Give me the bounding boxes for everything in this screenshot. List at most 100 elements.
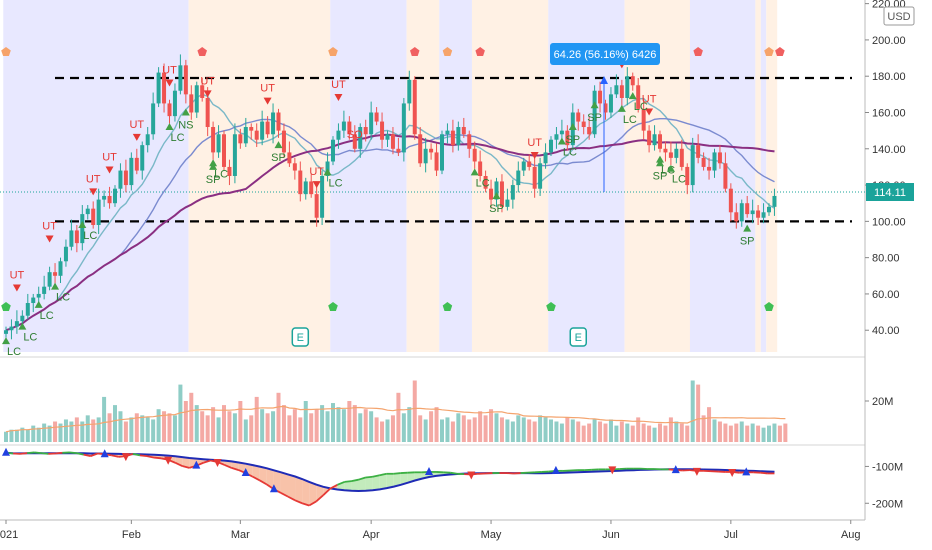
indicator-value-line <box>259 479 268 486</box>
event-lc-label: LC <box>672 174 686 186</box>
event-so-label: SO <box>865 0 881 3</box>
candle-body <box>167 103 172 117</box>
volume-ma-line <box>5 405 786 433</box>
signal-top-icon <box>764 47 774 56</box>
volume-bar <box>592 419 597 442</box>
indicator-up-marker-icon <box>671 465 680 474</box>
signal-top-icon <box>1 47 11 56</box>
event-sp-arrow-icon <box>590 101 599 109</box>
volume-bar <box>777 425 782 442</box>
time-tick-label: Jun <box>602 529 620 541</box>
time-tick-label: Feb <box>122 529 141 541</box>
event-ut-arrow-icon <box>203 90 212 98</box>
ma-mid-line <box>5 117 775 331</box>
candle-body <box>701 157 706 167</box>
event-sp-arrow-icon <box>568 123 577 131</box>
volume-bar <box>489 409 494 442</box>
candle-body <box>145 134 150 146</box>
candle-body <box>134 157 139 171</box>
volume-bar <box>608 419 613 442</box>
signal-top-icon <box>442 47 453 56</box>
candle-body <box>363 127 368 135</box>
event-lc-arrow-icon <box>78 220 87 228</box>
currency-box <box>883 6 915 26</box>
volume-bar <box>549 419 553 442</box>
candle-body <box>287 152 292 164</box>
indicator-value-line <box>301 502 310 507</box>
volume-bar <box>249 415 254 442</box>
candle-body <box>679 148 684 167</box>
volume-bar <box>647 425 652 442</box>
event-ut-arrow-icon <box>263 97 272 105</box>
candle-body <box>58 261 63 276</box>
candle-body <box>396 148 401 153</box>
event-lc-label: LC <box>7 346 21 358</box>
volume-bar <box>472 417 477 442</box>
candle-body <box>750 210 755 215</box>
volume-bar <box>630 425 635 442</box>
event-ut-label: UT <box>200 75 215 87</box>
event-lc-arrow-icon <box>557 137 566 145</box>
volume-bar <box>107 413 112 442</box>
measure-arrow-icon <box>600 76 608 84</box>
volume-bar <box>194 405 199 442</box>
indicator-up-marker-icon <box>425 466 433 475</box>
indicator-value-line <box>294 499 303 505</box>
volume-bar <box>151 419 156 442</box>
indicator-fill <box>196 458 204 466</box>
event-ns-label: NS <box>178 119 193 131</box>
event-ut-label: UT <box>309 166 324 178</box>
candle-body <box>390 134 395 149</box>
volume-bar <box>543 417 548 442</box>
volume-bar <box>532 421 537 442</box>
indicator-fill <box>182 457 190 468</box>
indicator-value-line <box>174 461 183 467</box>
indicator-up-marker-icon <box>192 460 201 469</box>
indicator-up-marker-icon <box>100 449 109 458</box>
candle-body <box>761 212 766 218</box>
indicator-down-marker-icon <box>692 467 701 476</box>
event-sp-label: SP <box>587 112 602 124</box>
volume-bar <box>265 413 270 442</box>
candle-body <box>429 148 434 153</box>
candle-body <box>200 85 205 98</box>
candle-body <box>42 286 47 294</box>
volume-bar <box>538 415 543 442</box>
event-sp-arrow-icon <box>492 191 501 199</box>
price-tick-label: 60.00 <box>872 289 900 301</box>
signal-top-icon <box>328 47 338 56</box>
event-ut-arrow-icon <box>132 133 141 141</box>
volume-bar <box>205 415 210 442</box>
event-ut-label: UT <box>331 79 346 91</box>
candle-body <box>74 230 79 244</box>
background-band-8 <box>689 0 756 352</box>
indicator-value-line <box>322 487 331 496</box>
candle-body <box>36 293 41 298</box>
volume-bar <box>559 423 564 442</box>
volume-bar <box>156 409 161 442</box>
indicator-fill <box>351 479 359 492</box>
indicator-fill <box>358 477 366 492</box>
background-band-0 <box>3 0 189 352</box>
event-ut-label: UT <box>102 152 117 164</box>
volume-bar <box>347 401 352 442</box>
candle-body <box>576 112 581 122</box>
event-ut-arrow-icon <box>312 181 321 189</box>
volume-bar <box>581 425 586 442</box>
candle-body <box>80 214 85 244</box>
volume-bar <box>85 415 90 442</box>
volume-bar <box>380 421 385 442</box>
candle-body <box>494 181 499 200</box>
indicator-value-line <box>41 452 49 455</box>
indicator-tick-label: -200M <box>872 498 903 510</box>
volume-bar <box>4 431 8 442</box>
volume-bar <box>287 415 292 442</box>
candle-body <box>91 208 96 225</box>
volume-bar <box>14 429 19 442</box>
candle-body <box>723 163 728 189</box>
indicator-value-line <box>379 472 387 477</box>
volume-bar <box>183 401 188 442</box>
candle-body <box>581 121 586 128</box>
volume-bar <box>25 429 30 442</box>
